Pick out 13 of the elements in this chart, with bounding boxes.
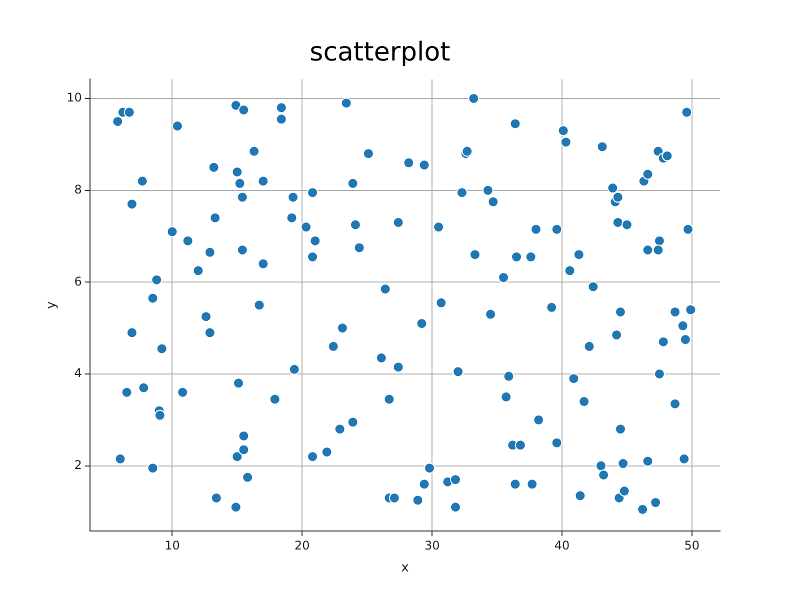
y-axis-title: y (44, 300, 60, 309)
x-tick-label: 50 (684, 538, 700, 552)
y-tick-label: 4 (74, 366, 82, 380)
x-tick-label: 40 (554, 538, 570, 552)
x-axis-title: x (401, 560, 410, 576)
y-tick-label: 10 (66, 90, 82, 105)
y-tick-label: 6 (74, 274, 82, 288)
y-tick-label: 8 (74, 182, 82, 196)
x-tick-label: 30 (424, 538, 440, 552)
y-tick-label: 2 (74, 458, 82, 472)
chart-title: scatterplot (310, 37, 450, 68)
x-tick-label: 20 (294, 538, 310, 552)
x-tick-label: 10 (164, 538, 180, 552)
